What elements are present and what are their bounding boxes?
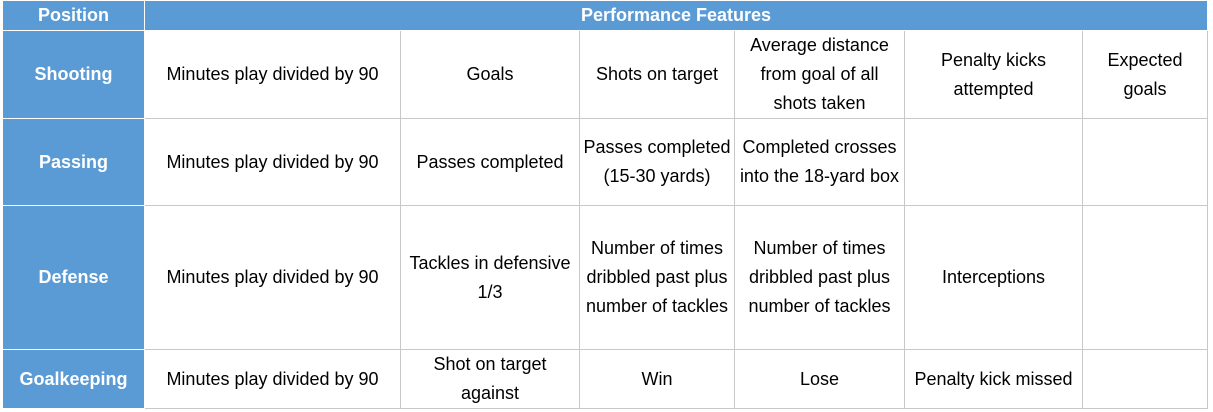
table-cell: Number of times dribbled past plus numbe… [579,205,735,350]
table-cell: Minutes play divided by 90 [144,349,401,409]
table-cell: Expected goals [1081,30,1209,119]
table-cell [1081,205,1209,350]
table-cell: Completed crosses into the 18-yard box [734,118,905,206]
row-label-defense: Defense [2,205,145,350]
row-label-passing: Passing [2,118,145,206]
table-cell: Passes completed [400,118,580,206]
table-cell: Number of times dribbled past plus numbe… [734,205,905,350]
table-cell: Shots on target [579,30,735,119]
table-cell: Penalty kick missed [904,349,1083,409]
row-label-goalkeeping: Goalkeeping [2,349,145,409]
table-cell: Shot on target against [400,349,580,409]
table-cell: Lose [734,349,905,409]
position-header: Position [2,0,145,31]
table-cell: Minutes play divided by 90 [144,30,401,119]
table-cell: Interceptions [904,205,1083,350]
performance-features-header: Performance Features [143,0,1209,31]
table-cell: Tackles in defensive 1/3 [400,205,580,350]
table-cell: Average distance from goal of all shots … [734,30,905,119]
table-cell: Minutes play divided by 90 [144,118,401,206]
table-row-passing: Passing Minutes play divided by 90 Passe… [2,118,1209,206]
table-cell [904,118,1083,206]
row-label-shooting: Shooting [2,30,145,119]
table-row-shooting: Shooting Minutes play divided by 90 Goal… [2,30,1209,119]
table-cell [1081,118,1209,206]
table-cell: Goals [400,30,580,119]
table-cell: Win [579,349,735,409]
table-cell [1081,349,1209,409]
table-row-goalkeeping: Goalkeeping Minutes play divided by 90 S… [2,349,1209,409]
table-row-defense: Defense Minutes play divided by 90 Tackl… [2,205,1209,350]
table-cell: Minutes play divided by 90 [144,205,401,350]
table-cell: Passes completed (15-30 yards) [579,118,735,206]
header-row: Position Performance Features [2,0,1209,31]
table-cell: Penalty kicks attempted [904,30,1083,119]
